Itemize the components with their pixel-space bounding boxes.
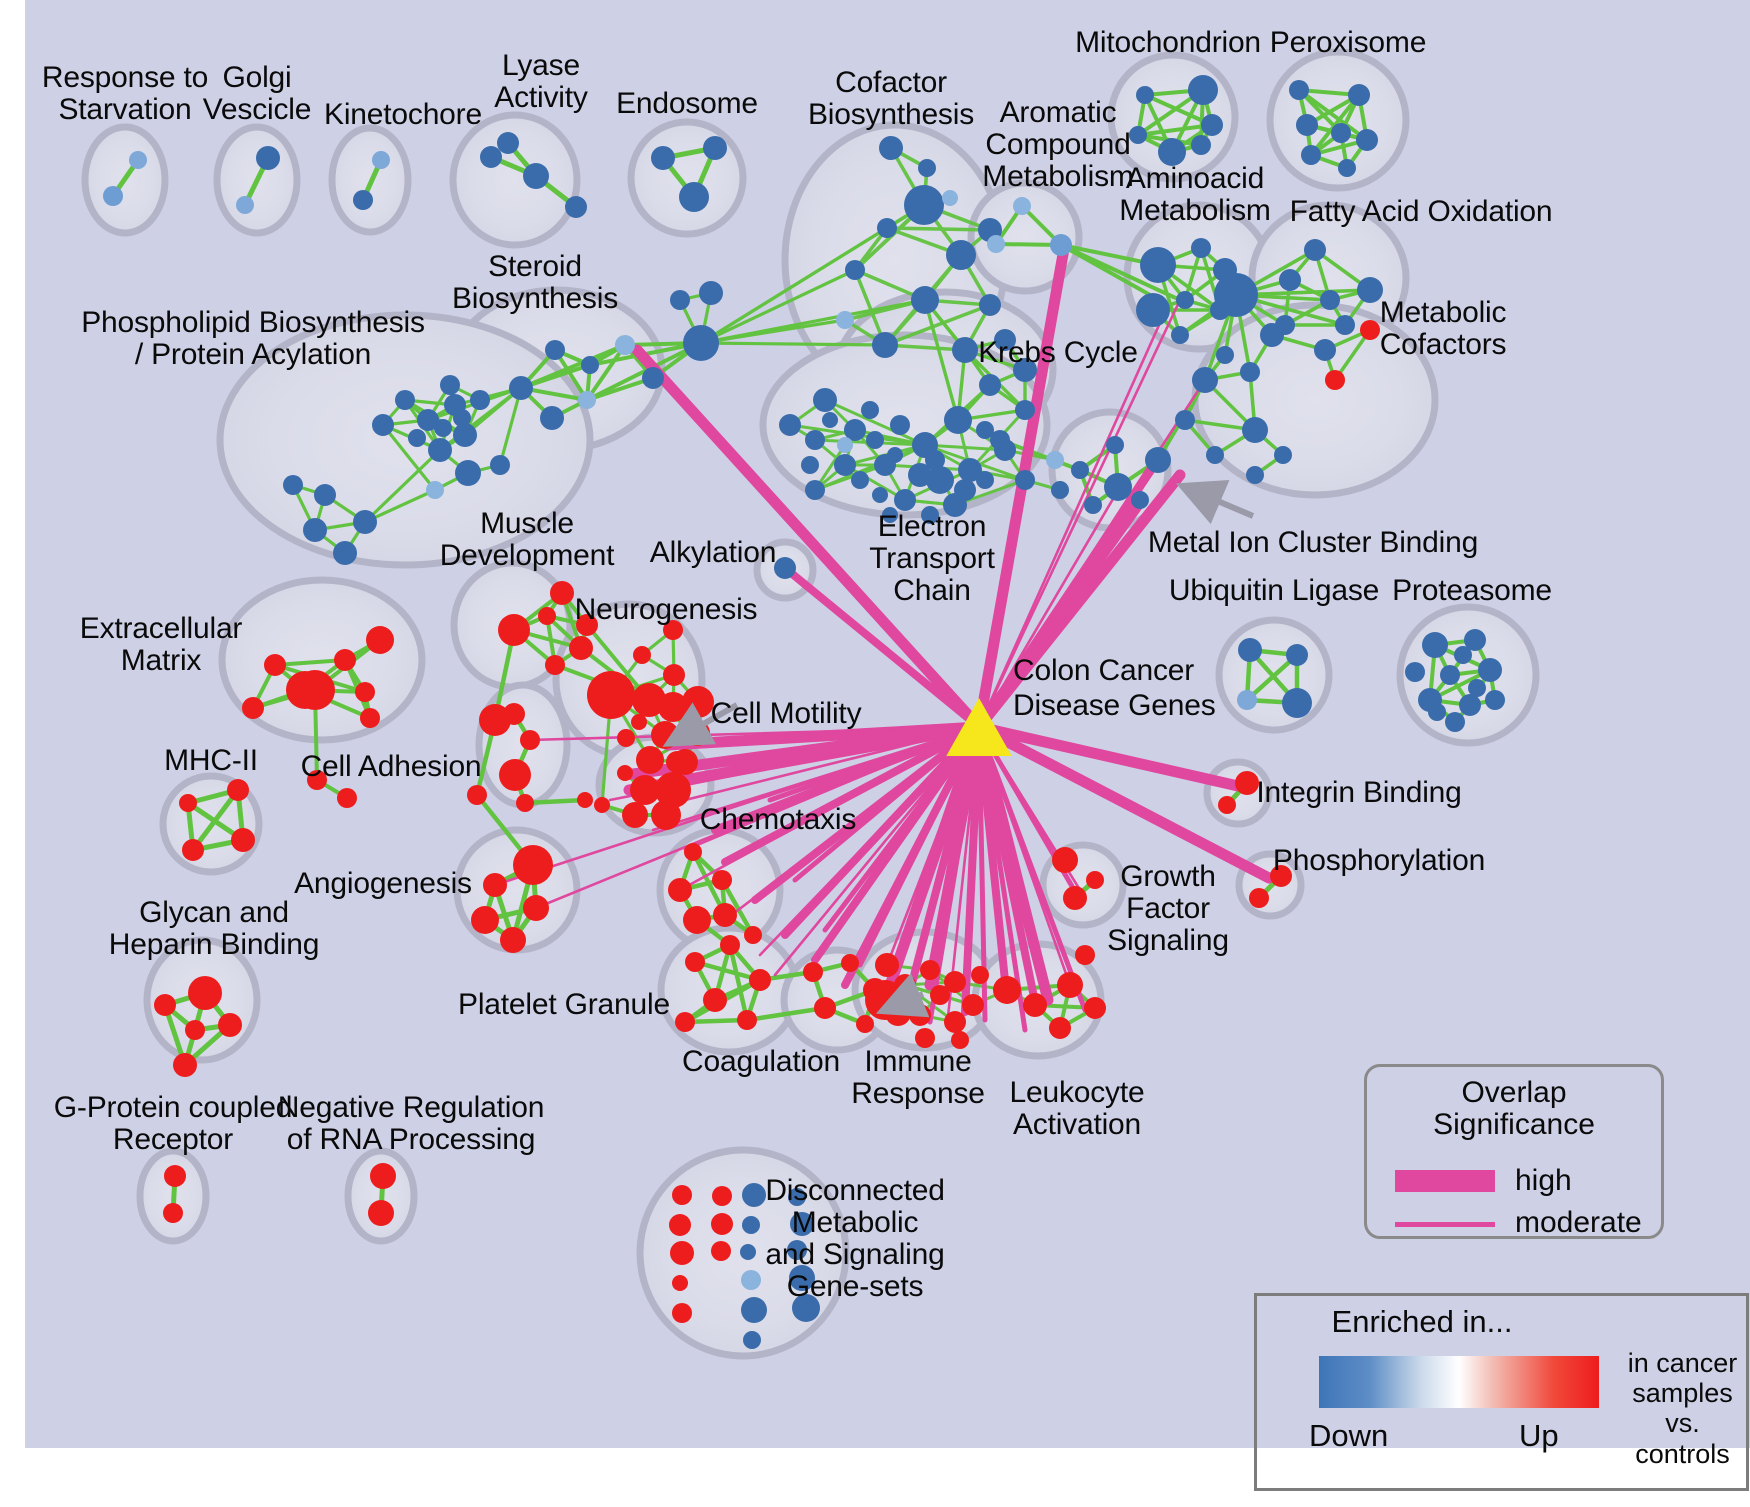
halo-metabolic-cofactors xyxy=(1191,301,1439,499)
legend-moderate-swatch xyxy=(1395,1222,1495,1227)
halo-aromatic-compound-metabolism xyxy=(967,179,1083,295)
legend-high-swatch xyxy=(1395,1170,1495,1192)
cell-motility-arrow xyxy=(662,702,739,747)
network-plot-area: Response to Starvation Golgi Vescicle Ki… xyxy=(25,0,1750,1491)
legend-down-label: Down xyxy=(1309,1418,1389,1453)
legend-enriched-in: Enriched in... Down Up in cancer samples… xyxy=(1254,1293,1749,1491)
hub-edges-moderate xyxy=(493,243,1207,1028)
legend-high-label: high xyxy=(1515,1164,1572,1197)
halo-phospholipid-biosynthesis xyxy=(216,311,594,569)
metal-ion-arrow xyxy=(1175,479,1255,525)
immune-response-arrow xyxy=(875,973,930,1018)
annotation-arrows xyxy=(662,479,1255,1018)
legend-overlap-significance: Overlap Significance high moderate xyxy=(1364,1064,1664,1239)
legend-colorbar xyxy=(1319,1356,1599,1408)
colon-cancer-hub-marker[interactable] xyxy=(946,697,1012,756)
nodes-blue xyxy=(103,75,1505,1349)
legend-overlap-title: Overlap Significance xyxy=(1433,1076,1595,1142)
legend-moderate-label: moderate xyxy=(1515,1206,1642,1239)
legend-enriched-title: Enriched in... xyxy=(1331,1304,1513,1339)
halo-lyase-activity xyxy=(449,111,581,249)
halo-endosome xyxy=(627,118,747,238)
legend-side-text: in cancer samples vs. controls xyxy=(1627,1348,1738,1469)
legend-up-label: Up xyxy=(1519,1418,1559,1453)
network-graphics xyxy=(81,48,1540,1360)
